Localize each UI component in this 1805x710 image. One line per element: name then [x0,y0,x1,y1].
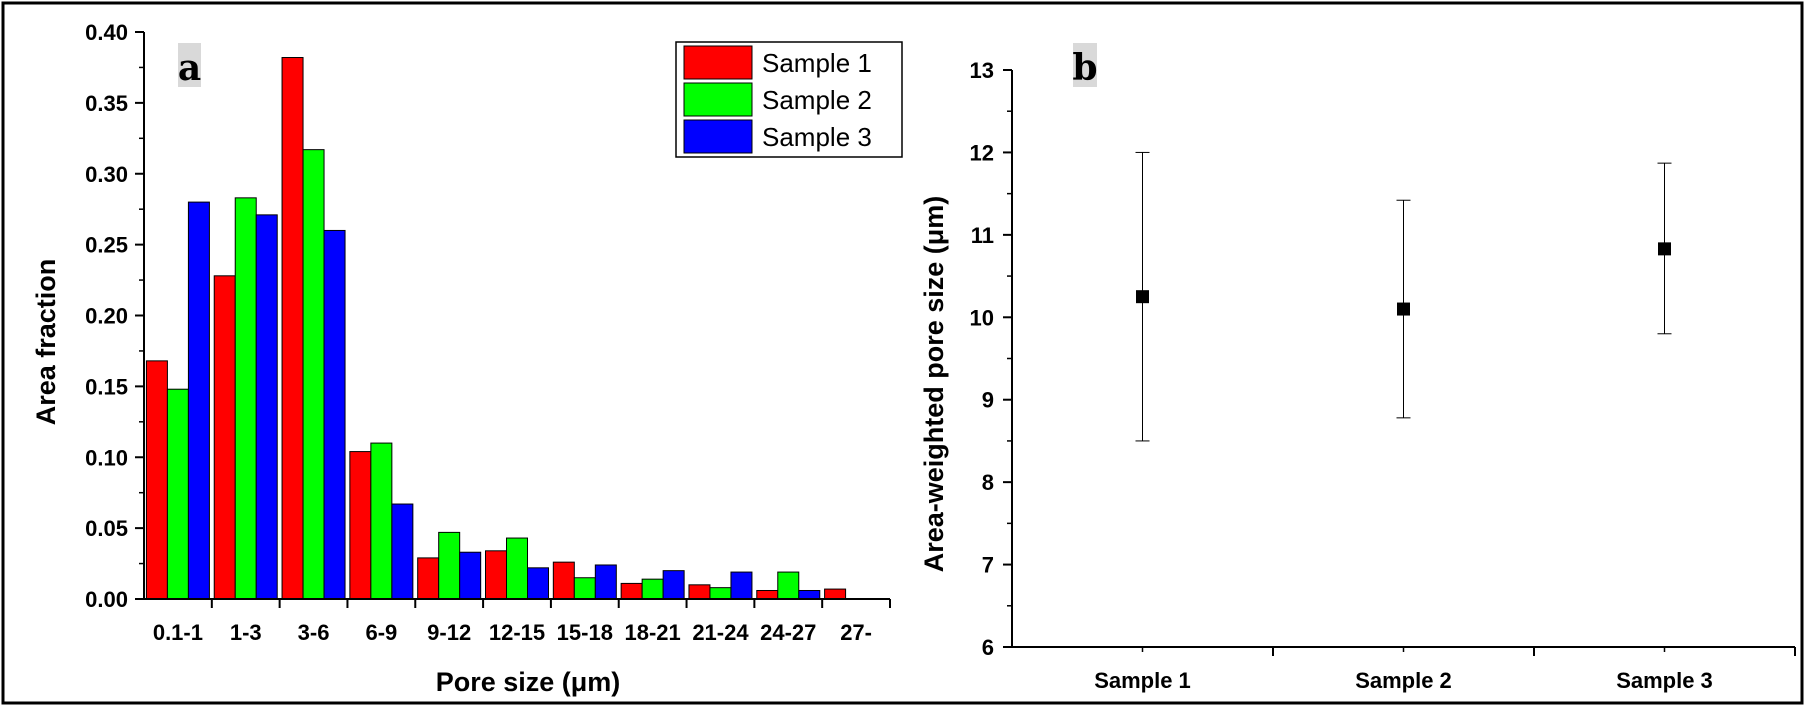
panel-a-y-ticks: 0.00 0.05 0.10 0.15 0.20 0.25 0.30 0.35 0.40 [85,20,144,612]
bar-sample-2 [709,587,732,600]
x-tick-label: 18-21 [624,620,680,645]
bar-sample-1 [417,557,440,600]
x-tick-label: 6-9 [365,620,397,645]
y-tick-label: 0.05 [85,516,128,541]
bar-sample-3 [730,571,753,600]
x-tick-label: 12-15 [489,620,545,645]
bar-sample-1 [349,451,372,600]
legend-label: Sample 3 [762,122,872,152]
panel-b-y-ticks: 6 7 8 9 10 11 12 13 [970,58,1012,660]
panel-a-label: a [178,47,201,89]
panel-b-label: b [1072,47,1097,89]
y-tick-label: 13 [970,58,994,83]
y-tick-label: 7 [982,553,994,578]
data-point [1658,242,1671,256]
x-tick-label: 9-12 [427,620,471,645]
y-tick-label: 0.15 [85,374,128,399]
panel-a: a 0.00 0.05 0.10 0.15 0.20 0.25 0.30 0.35 0.40 0… [31,20,903,697]
bar-sample-3 [391,503,414,600]
legend-swatch-sample-1 [683,45,753,80]
bar-sample-1 [213,275,236,600]
legend-label: Sample 1 [762,48,872,78]
bar-sample-1 [824,588,847,600]
bar-sample-2 [641,578,664,600]
y-tick-label: 0.30 [85,162,128,187]
panel-b-points [1135,151,1672,442]
panel-b-label-bg [1073,43,1097,87]
y-tick-label: 0.35 [85,91,128,116]
legend-label: Sample 2 [762,85,872,115]
bar-sample-1 [145,360,168,600]
y-tick-label: 12 [970,140,994,165]
bar-sample-2 [234,197,257,600]
bar-sample-3 [255,214,278,600]
bar-sample-2 [166,388,189,600]
x-tick-label: Sample 2 [1355,668,1452,693]
bar-sample-2 [777,571,800,600]
bar-sample-3 [798,589,821,600]
bar-sample-2 [573,577,596,600]
data-point [1136,290,1149,304]
bar-sample-2 [370,442,393,600]
panel-b-x-ticks: Sample 1 Sample 2 Sample 3 [1094,647,1796,693]
bar-sample-2 [302,149,325,600]
y-tick-label: 0.00 [85,587,128,612]
y-tick-label: 0.25 [85,233,128,258]
bar-sample-2 [438,531,461,600]
x-tick-label: 0.1-1 [153,620,203,645]
bar-sample-1 [688,584,711,600]
bar-sample-3 [527,567,549,600]
panel-a-bars [145,57,847,600]
legend-swatch-sample-3 [683,119,753,154]
y-tick-label: 10 [970,305,994,330]
panel-a-x-axis-title: Pore size (μm) [436,667,621,697]
x-tick-label: 24-27 [760,620,816,645]
x-tick-label: Sample 1 [1094,668,1191,693]
x-tick-label: 27- [840,620,872,645]
bar-sample-1 [281,57,304,600]
bar-sample-1 [485,550,507,600]
x-tick-label: Sample 3 [1616,668,1713,693]
y-tick-label: 0.10 [85,445,128,470]
panel-a-label-bg [178,43,201,87]
y-tick-label: 6 [982,635,994,660]
x-tick-label: 1-3 [230,620,262,645]
bar-sample-3 [662,570,685,600]
x-tick-label: 3-6 [298,620,330,645]
legend: Sample 1 Sample 2 Sample 3 [675,41,903,158]
x-tick-label: 21-24 [692,620,749,645]
bar-sample-1 [552,561,575,600]
y-tick-label: 9 [982,388,994,413]
y-tick-label: 11 [971,223,994,248]
panel-a-x-ticks: 0.1-1 1-3 3-6 6-9 9-12 12-15 15-18 18-21 21-24 24… [153,599,891,645]
y-tick-label: 0.40 [85,20,128,45]
bar-sample-3 [323,229,346,600]
data-point [1397,302,1410,316]
panel-a-y-axis-title: Area fraction [31,259,61,426]
bar-sample-2 [506,537,528,600]
legend-swatch-sample-2 [683,82,753,117]
y-tick-label: 0.20 [85,304,128,329]
bar-sample-3 [459,551,482,600]
bar-sample-1 [756,589,779,600]
bar-sample-3 [187,201,210,600]
x-tick-label: 15-18 [557,620,613,645]
bar-sample-3 [594,564,617,600]
panel-b-y-axis-title: Area-weighted pore size (μm) [919,196,949,573]
bar-sample-1 [620,582,643,600]
y-tick-label: 8 [982,470,994,495]
